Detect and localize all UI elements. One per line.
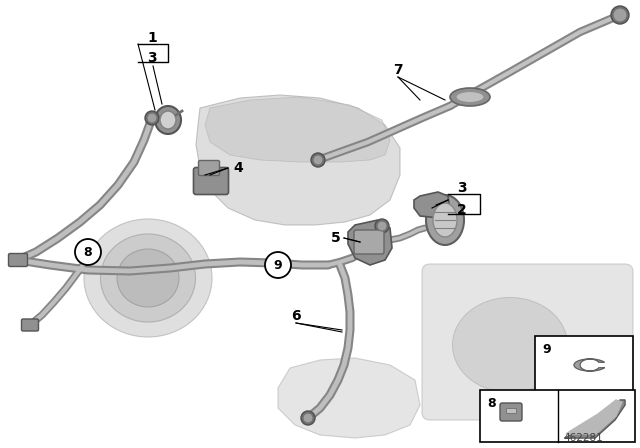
Polygon shape [565, 400, 625, 438]
Ellipse shape [100, 234, 195, 322]
Circle shape [265, 252, 291, 278]
Text: 6: 6 [291, 309, 301, 323]
Circle shape [611, 6, 629, 24]
FancyBboxPatch shape [198, 160, 220, 176]
Polygon shape [278, 358, 420, 438]
FancyBboxPatch shape [22, 319, 38, 331]
Bar [480, 390, 635, 442]
Ellipse shape [84, 219, 212, 337]
Circle shape [375, 219, 389, 233]
Ellipse shape [426, 195, 464, 245]
FancyBboxPatch shape [354, 230, 384, 254]
Text: 9: 9 [542, 343, 550, 356]
Polygon shape [348, 220, 392, 265]
Ellipse shape [450, 88, 490, 106]
Circle shape [311, 153, 325, 167]
Polygon shape [196, 95, 400, 225]
Circle shape [145, 111, 159, 125]
FancyBboxPatch shape [422, 264, 633, 420]
FancyBboxPatch shape [8, 254, 28, 267]
Circle shape [313, 155, 323, 165]
Ellipse shape [155, 106, 181, 134]
Ellipse shape [452, 297, 568, 392]
Circle shape [613, 8, 627, 22]
Polygon shape [205, 97, 390, 162]
Circle shape [377, 221, 387, 231]
Ellipse shape [117, 249, 179, 307]
Text: 9: 9 [274, 258, 282, 271]
Text: 5: 5 [331, 231, 341, 245]
Circle shape [301, 411, 315, 425]
FancyBboxPatch shape [193, 168, 228, 194]
Text: 3: 3 [147, 51, 157, 65]
Text: 2: 2 [457, 203, 467, 217]
Text: 3: 3 [457, 181, 467, 195]
Circle shape [75, 239, 101, 265]
Text: 462281: 462281 [563, 433, 603, 443]
Polygon shape [566, 400, 622, 434]
Polygon shape [414, 192, 450, 218]
Polygon shape [574, 359, 604, 371]
Text: 4: 4 [233, 161, 243, 175]
Bar [506, 408, 516, 413]
Circle shape [303, 413, 313, 423]
Text: 1: 1 [147, 31, 157, 45]
Ellipse shape [160, 111, 176, 129]
Ellipse shape [456, 91, 484, 103]
Text: 7: 7 [393, 63, 403, 77]
Text: 8: 8 [487, 397, 495, 410]
Bar [535, 336, 633, 394]
Text: 8: 8 [84, 246, 92, 258]
FancyBboxPatch shape [500, 403, 522, 421]
Circle shape [147, 113, 157, 123]
Ellipse shape [433, 203, 457, 237]
